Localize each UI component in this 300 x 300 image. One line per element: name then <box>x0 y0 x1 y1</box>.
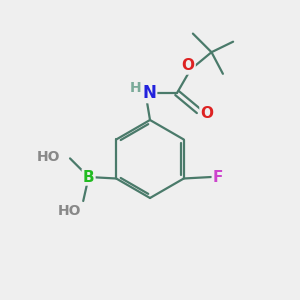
Text: O: O <box>200 106 214 121</box>
Text: B: B <box>83 169 94 184</box>
Text: N: N <box>142 84 156 102</box>
Text: F: F <box>213 169 223 184</box>
Text: H: H <box>130 81 142 94</box>
Text: O: O <box>182 58 195 74</box>
Text: HO: HO <box>37 150 60 164</box>
Text: HO: HO <box>57 204 81 218</box>
